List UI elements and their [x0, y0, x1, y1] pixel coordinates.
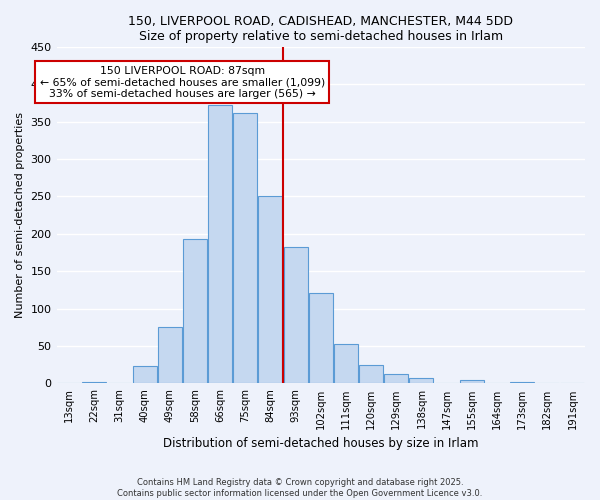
- Y-axis label: Number of semi-detached properties: Number of semi-detached properties: [15, 112, 25, 318]
- Bar: [208, 104, 232, 384]
- Bar: [359, 364, 383, 384]
- Text: Contains HM Land Registry data © Crown copyright and database right 2025.
Contai: Contains HM Land Registry data © Crown c…: [118, 478, 482, 498]
- Bar: [385, 374, 408, 384]
- X-axis label: Distribution of semi-detached houses by size in Irlam: Distribution of semi-detached houses by …: [163, 437, 479, 450]
- Title: 150, LIVERPOOL ROAD, CADISHEAD, MANCHESTER, M44 5DD
Size of property relative to: 150, LIVERPOOL ROAD, CADISHEAD, MANCHEST…: [128, 15, 513, 43]
- Bar: [309, 293, 333, 384]
- Bar: [158, 328, 182, 384]
- Bar: [82, 382, 106, 384]
- Bar: [284, 248, 308, 384]
- Bar: [510, 382, 534, 384]
- Text: 150 LIVERPOOL ROAD: 87sqm
← 65% of semi-detached houses are smaller (1,099)
33% : 150 LIVERPOOL ROAD: 87sqm ← 65% of semi-…: [40, 66, 325, 99]
- Bar: [460, 380, 484, 384]
- Bar: [259, 196, 283, 384]
- Bar: [133, 366, 157, 384]
- Bar: [334, 344, 358, 384]
- Bar: [409, 378, 433, 384]
- Bar: [233, 112, 257, 384]
- Bar: [183, 239, 207, 384]
